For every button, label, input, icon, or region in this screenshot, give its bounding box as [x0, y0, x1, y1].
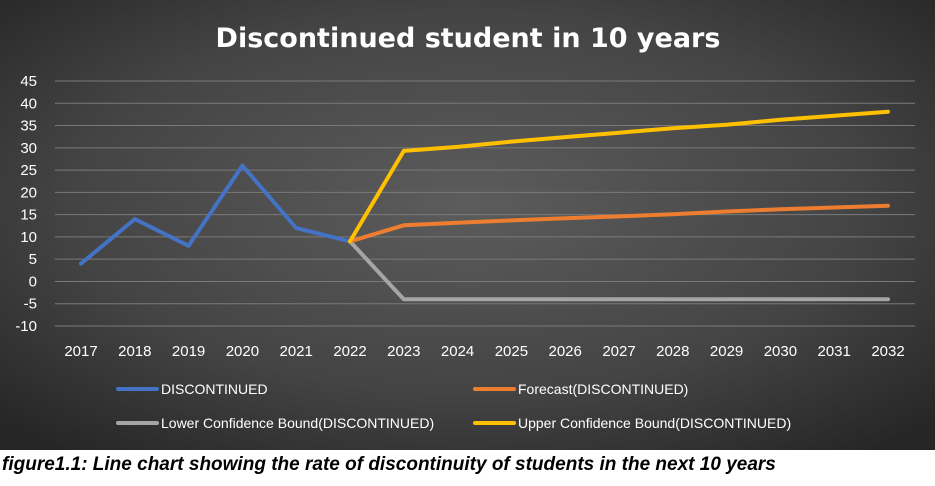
y-tick-label: 35: [20, 118, 37, 135]
y-tick-label: -10: [15, 318, 37, 335]
legend: DISCONTINUED Forecast(DISCONTINUED) Lower …: [116, 381, 791, 431]
x-tick-label: 2019: [172, 343, 205, 360]
y-tick-label: 15: [20, 207, 37, 224]
legend-label-0: DISCONTINUED: [161, 381, 268, 397]
x-tick-label: 2030: [764, 343, 797, 360]
gridlines: [55, 80, 915, 327]
series-line-0: [79, 163, 352, 266]
chart: Discontinued student in 10 years 45 40 35 3…: [0, 0, 935, 450]
x-tick-label: 2028: [656, 343, 689, 360]
y-tick-label: 30: [20, 140, 37, 157]
y-tick-label: 20: [20, 184, 37, 201]
chart-background: [0, 0, 935, 450]
x-tick-label: 2022: [333, 343, 366, 360]
x-tick-label: 2032: [871, 343, 904, 360]
x-tick-label: 2018: [118, 343, 151, 360]
figure-caption: figure1.1: Line chart showing the rate o…: [2, 454, 776, 475]
x-tick-label: 2017: [64, 343, 97, 360]
y-tick-label: 5: [29, 251, 37, 268]
x-tick-label: 2031: [818, 343, 851, 360]
y-tick-label: 40: [20, 95, 37, 112]
series-lines: [79, 109, 890, 302]
x-tick-label: 2024: [441, 343, 474, 360]
y-tick-label: 0: [29, 273, 37, 290]
x-tick-label: 2027: [602, 343, 635, 360]
x-tick-label: 2026: [549, 343, 582, 360]
chart-title: Discontinued student in 10 years: [216, 23, 721, 54]
series-line-1: [348, 203, 890, 244]
chart-svg: Discontinued student in 10 years 45 40 35 3…: [0, 0, 935, 450]
y-axis-ticks: 45 40 35 30 25 20 15 10 5 0 -5 -10: [15, 73, 37, 335]
legend-label-2: Lower Confidence Bound(DISCONTINUED): [161, 415, 434, 431]
y-tick-label: 10: [20, 229, 37, 246]
x-tick-label: 2029: [710, 343, 743, 360]
legend-label-1: Forecast(DISCONTINUED): [518, 381, 688, 397]
x-tick-label: 2023: [387, 343, 420, 360]
x-tick-label: 2025: [495, 343, 528, 360]
legend-label-3: Upper Confidence Bound(DISCONTINUED): [518, 415, 791, 431]
series-line-2: [348, 239, 890, 302]
x-axis-ticks: 2017 2018 2019 2020 2021 2022 2023 2024 2025 2026…: [64, 343, 904, 360]
y-tick-label: 45: [20, 73, 37, 90]
x-tick-label: 2020: [226, 343, 259, 360]
x-tick-label: 2021: [280, 343, 313, 360]
y-tick-label: -5: [24, 296, 37, 313]
y-tick-label: 25: [20, 162, 37, 179]
series-line-3: [348, 109, 890, 244]
